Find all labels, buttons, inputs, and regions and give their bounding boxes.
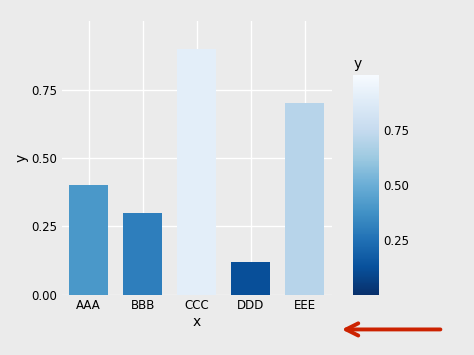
Text: y: y [353,56,361,71]
Bar [69,185,108,295]
Bar [123,213,162,295]
X-axis label: x: x [192,315,201,329]
Bar [177,49,216,295]
Bar [231,262,270,295]
Bar [285,103,324,295]
Y-axis label: y: y [15,154,28,162]
